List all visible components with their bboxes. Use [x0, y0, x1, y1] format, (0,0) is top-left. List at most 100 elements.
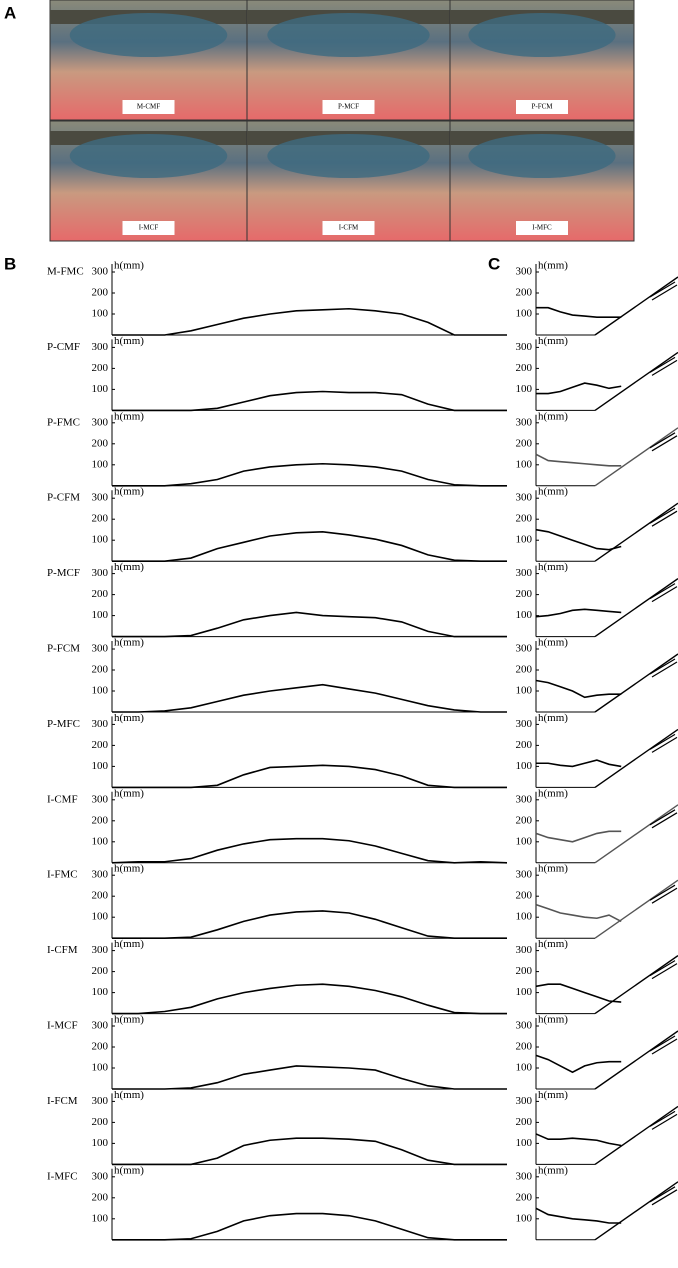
- photo-label: M-CMF: [137, 103, 160, 111]
- slope: [594, 1105, 678, 1165]
- profile-line: [112, 530, 507, 562]
- profile-line: [535, 830, 622, 843]
- arrow: [651, 887, 678, 904]
- y-axis-label: h(mm): [538, 637, 568, 649]
- slope: [594, 879, 678, 939]
- y-tick-label: 300: [92, 567, 109, 579]
- y-tick-label: 200: [516, 1041, 533, 1053]
- profile-line: [536, 306, 622, 318]
- y-tick-label: 100: [92, 1212, 109, 1224]
- gravel-heap: [69, 13, 228, 57]
- arrow: [651, 586, 678, 603]
- profile-line: [112, 390, 507, 412]
- y-tick-label: 200: [516, 1191, 533, 1203]
- y-tick-label: 100: [516, 308, 533, 320]
- arrow: [649, 583, 676, 600]
- row-label: P-MCF: [47, 567, 80, 579]
- photo-label: I-CFM: [339, 224, 359, 232]
- y-axis-label: h(mm): [114, 712, 144, 724]
- slope: [594, 804, 678, 864]
- y-axis-label: h(mm): [114, 1089, 144, 1101]
- y-tick-label: 100: [516, 685, 533, 697]
- y-tick-label: 100: [516, 911, 533, 923]
- y-axis-label: h(mm): [114, 863, 144, 875]
- y-tick-label: 100: [92, 760, 109, 772]
- y-tick-label: 300: [92, 492, 109, 504]
- y-tick-label: 300: [516, 793, 533, 805]
- slope: [594, 1030, 678, 1090]
- row-label: P-MFC: [47, 718, 80, 730]
- y-tick-label: 100: [92, 534, 109, 546]
- gravel-heap: [468, 134, 616, 178]
- y-tick-label: 300: [92, 1170, 109, 1182]
- row-label: I-FMC: [47, 869, 78, 881]
- y-tick-label: 100: [92, 685, 109, 697]
- y-axis-label: h(mm): [114, 335, 144, 347]
- y-axis-label: h(mm): [538, 260, 568, 272]
- y-tick-label: 300: [516, 1170, 533, 1182]
- row-label: I-MCF: [47, 1020, 78, 1032]
- y-tick-label: 300: [92, 1095, 109, 1107]
- arrow: [651, 661, 678, 678]
- y-axis-label: h(mm): [538, 938, 568, 950]
- photo-label-box: [322, 100, 375, 114]
- y-tick-label: 300: [92, 944, 109, 956]
- arrow: [651, 359, 678, 376]
- panel-letter: A: [4, 3, 16, 22]
- arrow: [651, 510, 678, 527]
- profile-line: [111, 837, 508, 864]
- y-axis-label: h(mm): [538, 787, 568, 799]
- y-tick-label: 300: [516, 718, 533, 730]
- profile-line: [535, 1054, 622, 1074]
- y-tick-label: 100: [92, 609, 109, 621]
- photo-label-box: [122, 100, 175, 114]
- y-tick-label: 300: [92, 416, 109, 428]
- y-axis-label: h(mm): [538, 1089, 568, 1101]
- y-tick-label: 200: [516, 814, 533, 826]
- y-tick-label: 100: [516, 1137, 533, 1149]
- y-tick-label: 200: [516, 739, 533, 751]
- slope: [594, 276, 678, 336]
- y-axis-label: h(mm): [538, 712, 568, 724]
- slope: [594, 653, 678, 713]
- profile-line: [112, 764, 507, 789]
- y-tick-label: 300: [516, 1095, 533, 1107]
- y-tick-label: 200: [92, 1041, 109, 1053]
- arrow: [649, 507, 676, 524]
- y-tick-label: 300: [516, 1020, 533, 1032]
- y-axis-label: h(mm): [538, 863, 568, 875]
- arrow: [651, 1038, 678, 1055]
- y-tick-label: 100: [516, 835, 533, 847]
- profile-line: [112, 1137, 507, 1166]
- slope: [594, 578, 678, 638]
- gravel-heap: [267, 134, 430, 178]
- y-tick-label: 100: [92, 458, 109, 470]
- profile-line: [112, 910, 507, 939]
- y-tick-label: 300: [92, 266, 109, 278]
- y-axis-label: h(mm): [538, 561, 568, 573]
- y-tick-label: 100: [92, 383, 109, 395]
- row-label: P-CFM: [47, 492, 80, 504]
- y-tick-label: 200: [516, 362, 533, 374]
- y-tick-label: 300: [92, 718, 109, 730]
- y-tick-label: 100: [516, 986, 533, 998]
- row-label: M-FMC: [47, 266, 84, 278]
- y-tick-label: 200: [92, 664, 109, 676]
- y-tick-label: 300: [516, 944, 533, 956]
- profile-line: [535, 903, 622, 923]
- y-axis-label: h(mm): [538, 410, 568, 422]
- y-tick-label: 200: [92, 362, 109, 374]
- y-tick-label: 100: [92, 835, 109, 847]
- slope: [594, 502, 678, 562]
- row-label: I-CFM: [47, 944, 78, 956]
- y-tick-label: 200: [516, 513, 533, 525]
- y-axis-label: h(mm): [114, 486, 144, 498]
- arrow: [651, 963, 678, 980]
- slope: [594, 427, 678, 487]
- profile-line: [536, 382, 622, 395]
- photo-label: I-MCF: [139, 224, 159, 232]
- y-tick-label: 200: [516, 965, 533, 977]
- row-label: P-CMF: [47, 341, 80, 353]
- arrow: [651, 1189, 678, 1206]
